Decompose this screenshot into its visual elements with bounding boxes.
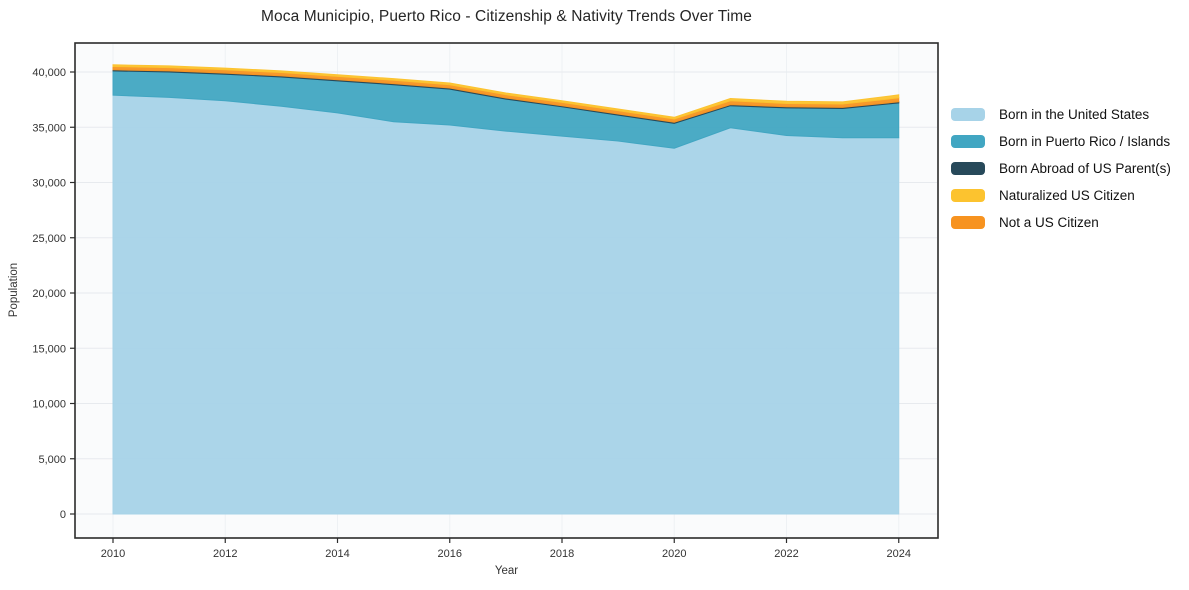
x-tick-label: 2022 (774, 548, 798, 560)
y-tick-label: 0 (60, 509, 66, 521)
x-tick-label: 2024 (887, 548, 911, 560)
legend-item-born-abroad[interactable]: Born Abroad of US Parent(s) (951, 155, 1171, 182)
legend-label: Naturalized US Citizen (999, 188, 1135, 203)
legend-item-born-in-pr[interactable]: Born in Puerto Rico / Islands (951, 128, 1171, 155)
legend: Born in the United States Born in Puerto… (951, 101, 1171, 236)
x-tick-label: 2016 (438, 548, 462, 560)
y-tick-label: 15,000 (32, 343, 66, 355)
y-tick-label: 5,000 (38, 454, 66, 466)
legend-swatch-naturalized-icon (951, 189, 985, 202)
legend-swatch-born-in-pr-icon (951, 135, 985, 148)
chart-title: Moca Municipio, Puerto Rico - Citizenshi… (260, 8, 752, 25)
legend-label: Not a US Citizen (999, 215, 1099, 230)
plot-border (74, 42, 939, 539)
y-axis-title: Population (8, 262, 20, 318)
x-tick-label: 2018 (550, 548, 574, 560)
x-tick-label: 2014 (325, 548, 349, 560)
legend-swatch-born-abroad-icon (951, 162, 985, 175)
x-tick-label: 2012 (213, 548, 237, 560)
x-tick-label: 2020 (662, 548, 686, 560)
legend-label: Born in Puerto Rico / Islands (999, 134, 1171, 149)
legend-item-born-in-us[interactable]: Born in the United States (951, 101, 1171, 128)
legend-item-naturalized[interactable]: Naturalized US Citizen (951, 182, 1171, 209)
y-tick-label: 35,000 (32, 122, 66, 134)
legend-swatch-not-citizen-icon (951, 216, 985, 229)
legend-label: Born in the United States (999, 107, 1150, 122)
y-tick-label: 25,000 (32, 233, 66, 245)
x-tick-label: 2010 (101, 548, 125, 560)
y-tick-label: 20,000 (32, 288, 66, 300)
area-band (112, 64, 900, 120)
legend-label: Born Abroad of US Parent(s) (999, 161, 1171, 176)
y-tick-label: 30,000 (32, 178, 66, 190)
x-axis-title: Year (494, 565, 519, 577)
y-tick-label: 10,000 (32, 399, 66, 411)
y-tick-label: 40,000 (32, 67, 66, 79)
legend-swatch-born-in-us-icon (951, 108, 985, 121)
legend-item-not-citizen[interactable]: Not a US Citizen (951, 209, 1171, 236)
area-band (112, 94, 900, 515)
